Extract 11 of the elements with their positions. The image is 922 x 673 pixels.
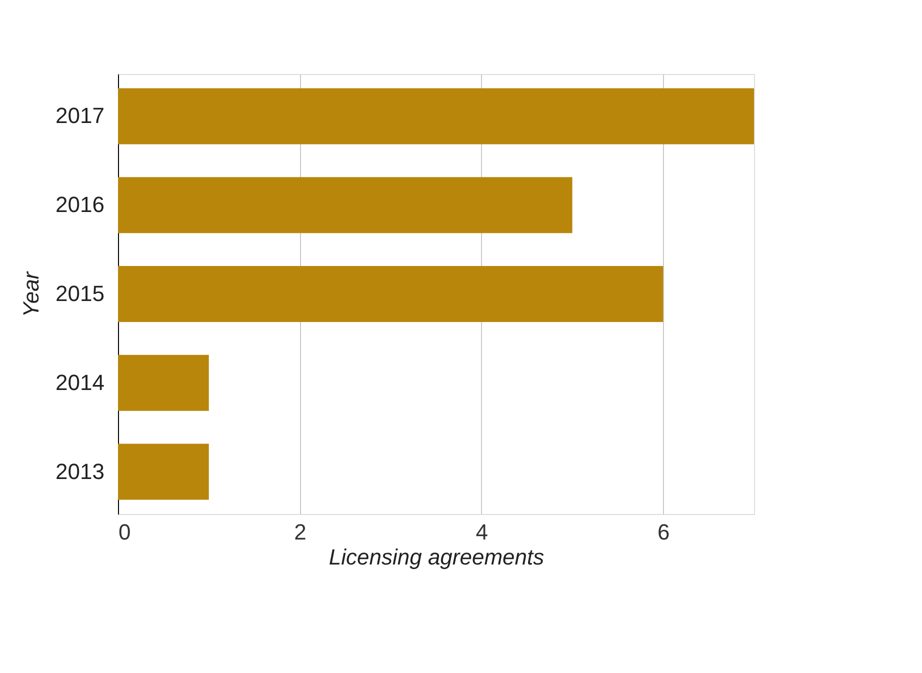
x-tick-label: 4: [476, 520, 488, 544]
x-tick-label: 6: [658, 520, 670, 544]
y-axis-title: Year: [18, 270, 44, 318]
x-axis-title: Licensing agreements: [328, 544, 544, 570]
y-tick-label: 2016: [56, 192, 104, 218]
y-tick-label: 2015: [56, 281, 104, 306]
y-tick-label: 2017: [56, 103, 104, 128]
x-tick-label: 0: [118, 520, 131, 544]
y-tick-label: 2013: [56, 458, 104, 484]
x-tick-label: 2: [294, 520, 306, 544]
y-tick-label: 2014: [56, 370, 104, 395]
